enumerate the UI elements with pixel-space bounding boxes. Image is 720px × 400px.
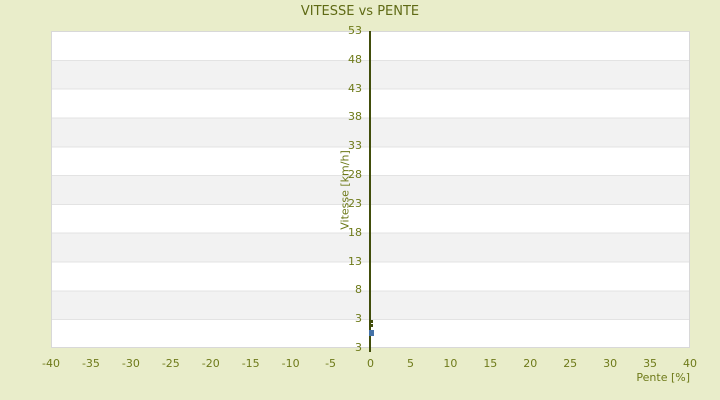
- x-tick-label: 0: [367, 357, 374, 370]
- x-tick-label: -35: [81, 357, 100, 370]
- x-tick-label: -30: [121, 357, 140, 370]
- data-point[interactable]: [369, 319, 373, 323]
- data-point-highlighted[interactable]: [368, 330, 374, 336]
- y-tick-label: 38: [348, 110, 362, 124]
- y-tick-label: 8: [355, 283, 362, 297]
- y-tick-label: 13: [348, 254, 362, 268]
- x-tick-label: -15: [241, 357, 260, 370]
- x-tick-label: -40: [42, 357, 60, 370]
- x-tick-label: -10: [281, 357, 300, 370]
- y-tick-label: 28: [348, 168, 362, 182]
- x-tick-label: 25: [563, 357, 578, 370]
- x-tick-label: 5: [406, 357, 414, 370]
- x-tick-label: 35: [643, 357, 658, 370]
- chart-title: VITESSE vs PENTE: [300, 4, 420, 19]
- y-tick-label: 3: [355, 341, 362, 354]
- y-tick-label: 23: [348, 196, 362, 210]
- y-tick-label: 18: [348, 225, 362, 239]
- x-tick-label: -5: [325, 357, 337, 370]
- y-tick-label: 33: [348, 139, 362, 153]
- y-tick-label: 53: [348, 24, 362, 37]
- x-tick-label: -25: [161, 357, 180, 370]
- y-tick-label: 3: [355, 312, 362, 326]
- x-tick-label: 30: [603, 357, 618, 370]
- data-point[interactable]: [369, 324, 373, 328]
- x-tick-label: -20: [201, 357, 220, 370]
- x-tick-label: 10: [443, 357, 458, 370]
- y-axis-line: [369, 31, 371, 352]
- x-tick-label: 20: [523, 357, 538, 370]
- y-tick-label: 48: [348, 52, 362, 66]
- x-tick-label: 15: [483, 357, 498, 370]
- x-axis-title: Pente [%]: [636, 371, 690, 384]
- y-axis-title: Vitesse [km/h]: [338, 150, 352, 230]
- y-tick-label: 43: [348, 81, 362, 95]
- x-tick-label: 40: [683, 357, 697, 370]
